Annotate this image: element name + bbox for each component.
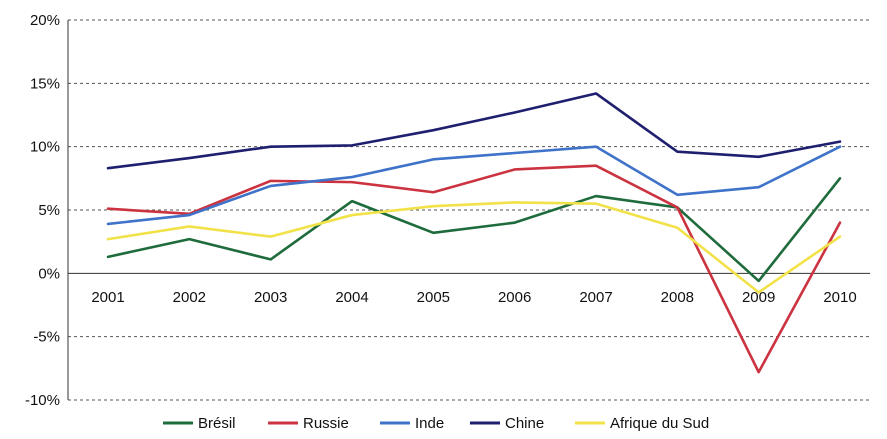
legend-label: Russie [303,415,349,432]
y-axis-tick-labels: -10% -5% 0% 5% 10% 15% 20% [25,12,60,409]
y-tick-label: -5% [33,329,60,346]
legend: Brésil Russie Inde Chine Afrique du Sud [163,415,709,432]
x-tick-label: 2007 [579,289,612,306]
legend-item: Inde [380,415,444,432]
legend-item: Chine [470,415,544,432]
y-tick-label: 15% [30,75,60,92]
legend-item: Russie [268,415,349,432]
x-tick-label: 2009 [742,289,775,306]
legend-item: Afrique du Sud [575,415,709,432]
legend-label: Inde [415,415,444,432]
x-tick-label: 2010 [823,289,856,306]
x-tick-label: 2001 [91,289,124,306]
legend-label: Brésil [198,415,236,432]
x-axis-tick-labels: 2001 2002 2003 2004 2005 2006 2007 2008 2009 2010 [91,289,856,306]
gridlines [68,19,870,401]
series-line-brésil [106,177,842,283]
x-tick-label: 2003 [254,289,287,306]
y-tick-label: -10% [25,392,60,409]
legend-label: Afrique du Sud [610,415,709,432]
x-tick-label: 2005 [417,289,450,306]
series-line-afrique-du-sud [106,201,842,294]
x-tick-label: 2006 [498,289,531,306]
x-tick-label: 2008 [661,289,694,306]
legend-label: Chine [505,415,544,432]
x-tick-label: 2002 [173,289,206,306]
y-tick-label: 0% [38,265,60,282]
series-line-chine [106,92,842,170]
legend-item: Brésil [163,415,236,432]
x-tick-label: 2004 [335,289,368,306]
y-tick-label: 5% [38,202,60,219]
series-lines [106,92,842,374]
y-tick-label: 10% [30,139,60,156]
series-line-inde [106,145,842,226]
series-line-russie [106,164,842,374]
y-tick-label: 20% [30,12,60,29]
